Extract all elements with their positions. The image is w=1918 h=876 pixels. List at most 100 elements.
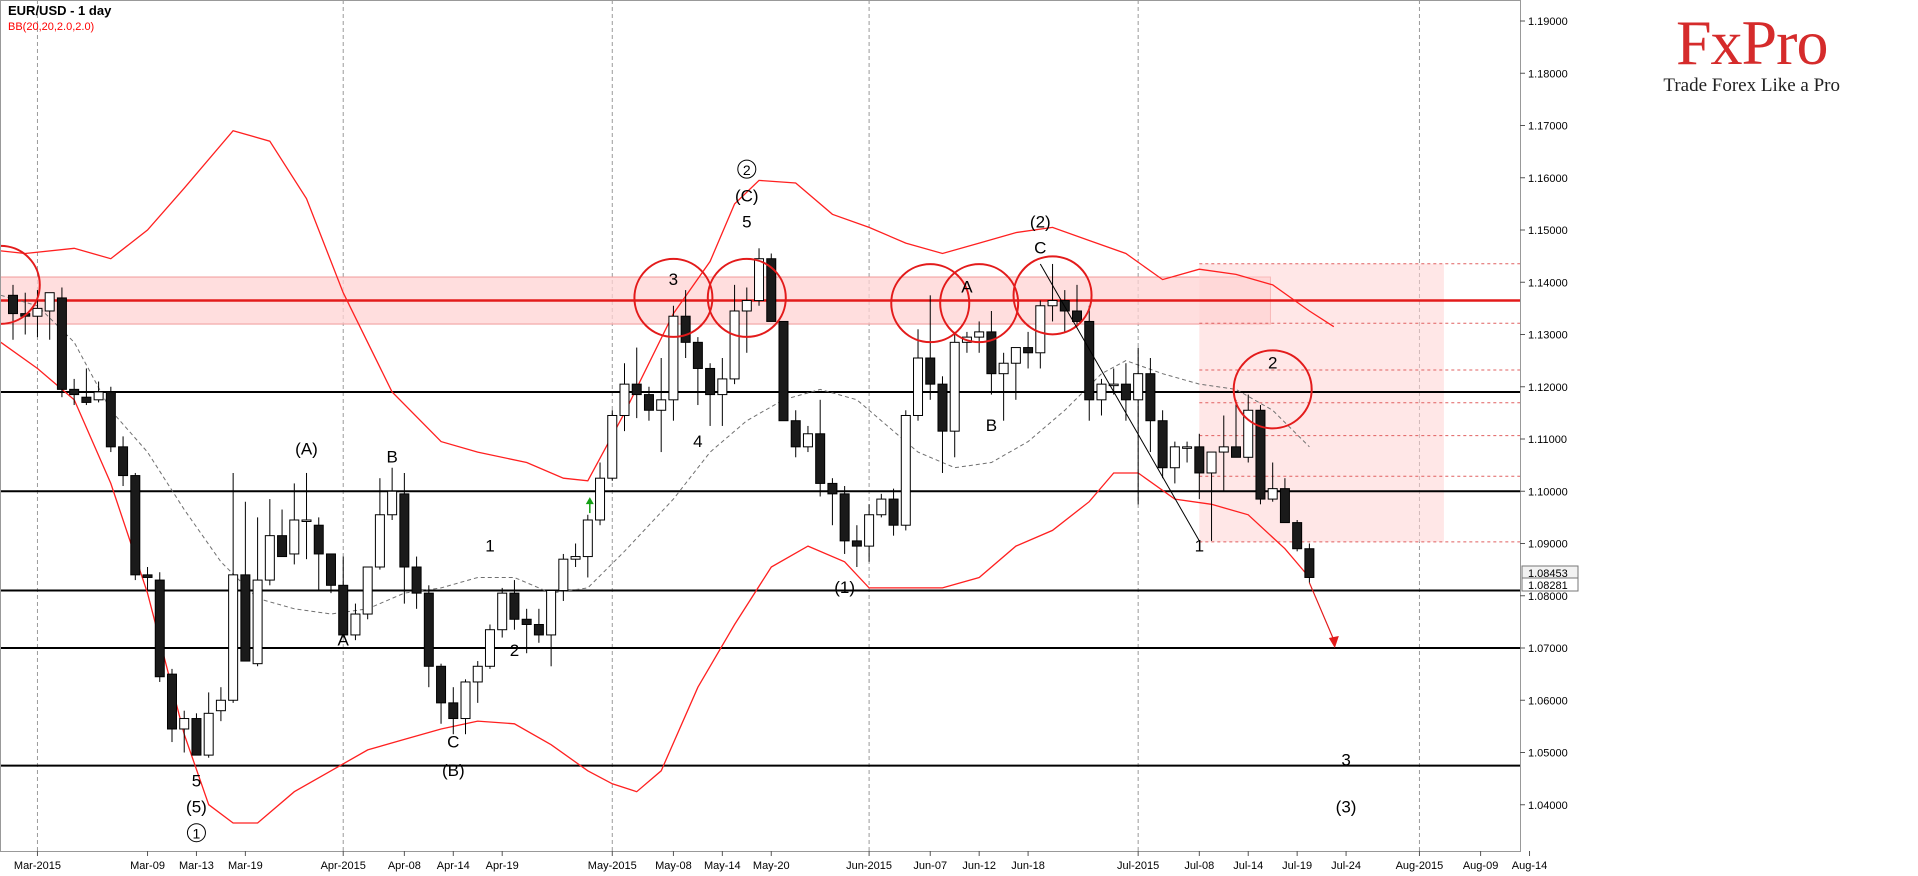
x-tick-label: Jul-19 xyxy=(1282,860,1312,872)
candle-bearish xyxy=(839,493,850,542)
candle-bearish xyxy=(1304,548,1315,578)
wave-label: 2 xyxy=(510,641,519,660)
wave-label: 1 xyxy=(485,536,494,555)
candle-bearish xyxy=(1255,409,1266,500)
candle-bullish xyxy=(1169,446,1180,469)
y-tick-label: 1.18000 xyxy=(1528,68,1568,80)
candle-bearish xyxy=(1157,420,1168,469)
candle-bullish xyxy=(228,574,239,701)
bollinger-lower-band xyxy=(0,341,1310,824)
candle-bullish xyxy=(1267,488,1278,500)
wave-label: (A) xyxy=(295,440,318,459)
y-tick-label: 1.19000 xyxy=(1528,16,1568,28)
candle-bearish xyxy=(1072,310,1083,322)
candle-bullish xyxy=(362,566,373,615)
wave-label: 3 xyxy=(1341,751,1350,770)
y-tick-label: 1.08000 xyxy=(1528,591,1568,603)
y-tick-label: 1.05000 xyxy=(1528,748,1568,760)
candle-bullish xyxy=(864,514,875,547)
candle-bullish xyxy=(44,292,55,312)
candle-bearish xyxy=(509,592,520,620)
chart-title: EUR/USD - 1 day xyxy=(8,3,112,18)
x-tick-label: Apr-08 xyxy=(388,860,421,872)
candle-bearish xyxy=(448,702,459,720)
candle-bullish xyxy=(729,310,740,380)
x-tick-label: Mar-2015 xyxy=(14,860,61,872)
candle-bearish xyxy=(815,433,826,484)
price-label: 1.08281 xyxy=(1528,580,1568,592)
fxpro-logo: FxPro Trade Forex Like a Pro xyxy=(1663,10,1840,96)
wave-label: 5 xyxy=(192,771,201,790)
wave-label: 2 xyxy=(1268,353,1277,372)
candle-bearish xyxy=(338,584,349,636)
candle-bullish xyxy=(179,718,190,730)
y-tick-label: 1.06000 xyxy=(1528,695,1568,707)
x-tick-label: Aug-09 xyxy=(1463,860,1498,872)
candle-bullish xyxy=(252,579,263,665)
candle-bullish xyxy=(913,357,924,416)
wave-label: 4 xyxy=(693,432,702,451)
candle-bullish xyxy=(656,399,667,411)
candle-bearish xyxy=(1145,373,1156,422)
candle-bearish xyxy=(325,553,336,586)
bollinger-middle-band xyxy=(0,294,1310,615)
candle-bullish xyxy=(1182,446,1193,449)
fibonacci-level-label: 38.2%(1.11065) xyxy=(1778,432,1848,443)
y-tick-label: 1.17000 xyxy=(1528,121,1568,133)
candle-bearish xyxy=(631,383,642,396)
fibonacci-label-bg xyxy=(1776,536,1850,548)
candle-bearish xyxy=(680,315,691,343)
buy-arrow-head xyxy=(585,497,594,505)
indicator-label: BB(20,20,2.0,2.0) xyxy=(8,21,95,33)
candle-bullish xyxy=(350,613,361,636)
fibonacci-label-bg xyxy=(1776,258,1850,270)
wave-label: (B) xyxy=(442,761,465,780)
candle-bullish xyxy=(472,665,483,683)
candle-bullish xyxy=(607,414,618,479)
candle-bullish xyxy=(900,414,911,526)
wave-label: 3 xyxy=(669,270,678,289)
candle-bullish xyxy=(32,307,43,317)
wave-label: 1 xyxy=(193,826,201,842)
candle-bullish xyxy=(802,433,813,448)
candle-bearish xyxy=(692,341,703,369)
candle-bearish xyxy=(1279,488,1290,524)
wave-label: 1 xyxy=(1195,536,1204,555)
candle-bearish xyxy=(277,535,288,558)
candle-bullish xyxy=(619,383,630,416)
highlight-circle xyxy=(890,263,971,344)
wave-label: B xyxy=(986,416,997,435)
candle-bullish xyxy=(1133,373,1144,401)
wave-count-circle xyxy=(186,823,206,843)
candle-bearish xyxy=(118,446,129,477)
y-tick-label: 1.09000 xyxy=(1528,539,1568,551)
x-tick-label: Aug-2015 xyxy=(1396,860,1444,872)
x-tick-label: Jul-08 xyxy=(1184,860,1214,872)
candle-bullish xyxy=(1035,305,1046,354)
x-tick-label: May-14 xyxy=(704,860,741,872)
plot-area: 100.0%(1.14355) 78.6%(1.13216) 61.8%(1.123… xyxy=(0,0,1850,851)
x-tick-label: May-2015 xyxy=(588,860,637,872)
x-tick-label: Mar-19 xyxy=(228,860,263,872)
candle-bearish xyxy=(888,498,899,526)
highlight-circle xyxy=(706,257,787,338)
candle-bullish xyxy=(1206,451,1217,474)
y-tick-label: 1.12000 xyxy=(1528,382,1568,394)
fibonacci-label-bg xyxy=(1776,397,1850,409)
fibonacci-level-label: 50.0%(1.11693) xyxy=(1778,399,1848,410)
candle-bearish xyxy=(937,383,948,432)
x-tick-label: Apr-19 xyxy=(486,860,519,872)
x-tick-label: Jul-14 xyxy=(1233,860,1263,872)
candle-bullish xyxy=(949,341,960,432)
candle-bearish xyxy=(142,574,153,578)
candle-bullish xyxy=(1243,409,1254,458)
fibonacci-label-bg xyxy=(1776,317,1850,329)
x-tick-label: Jun-18 xyxy=(1011,860,1045,872)
y-tick-label: 1.13000 xyxy=(1528,330,1568,342)
wave-label: A xyxy=(338,630,350,649)
wave-label: 5 xyxy=(742,212,751,231)
projection-arrow-line xyxy=(1308,582,1335,641)
wave-label: 2 xyxy=(743,162,751,178)
candle-bullish xyxy=(741,300,752,312)
